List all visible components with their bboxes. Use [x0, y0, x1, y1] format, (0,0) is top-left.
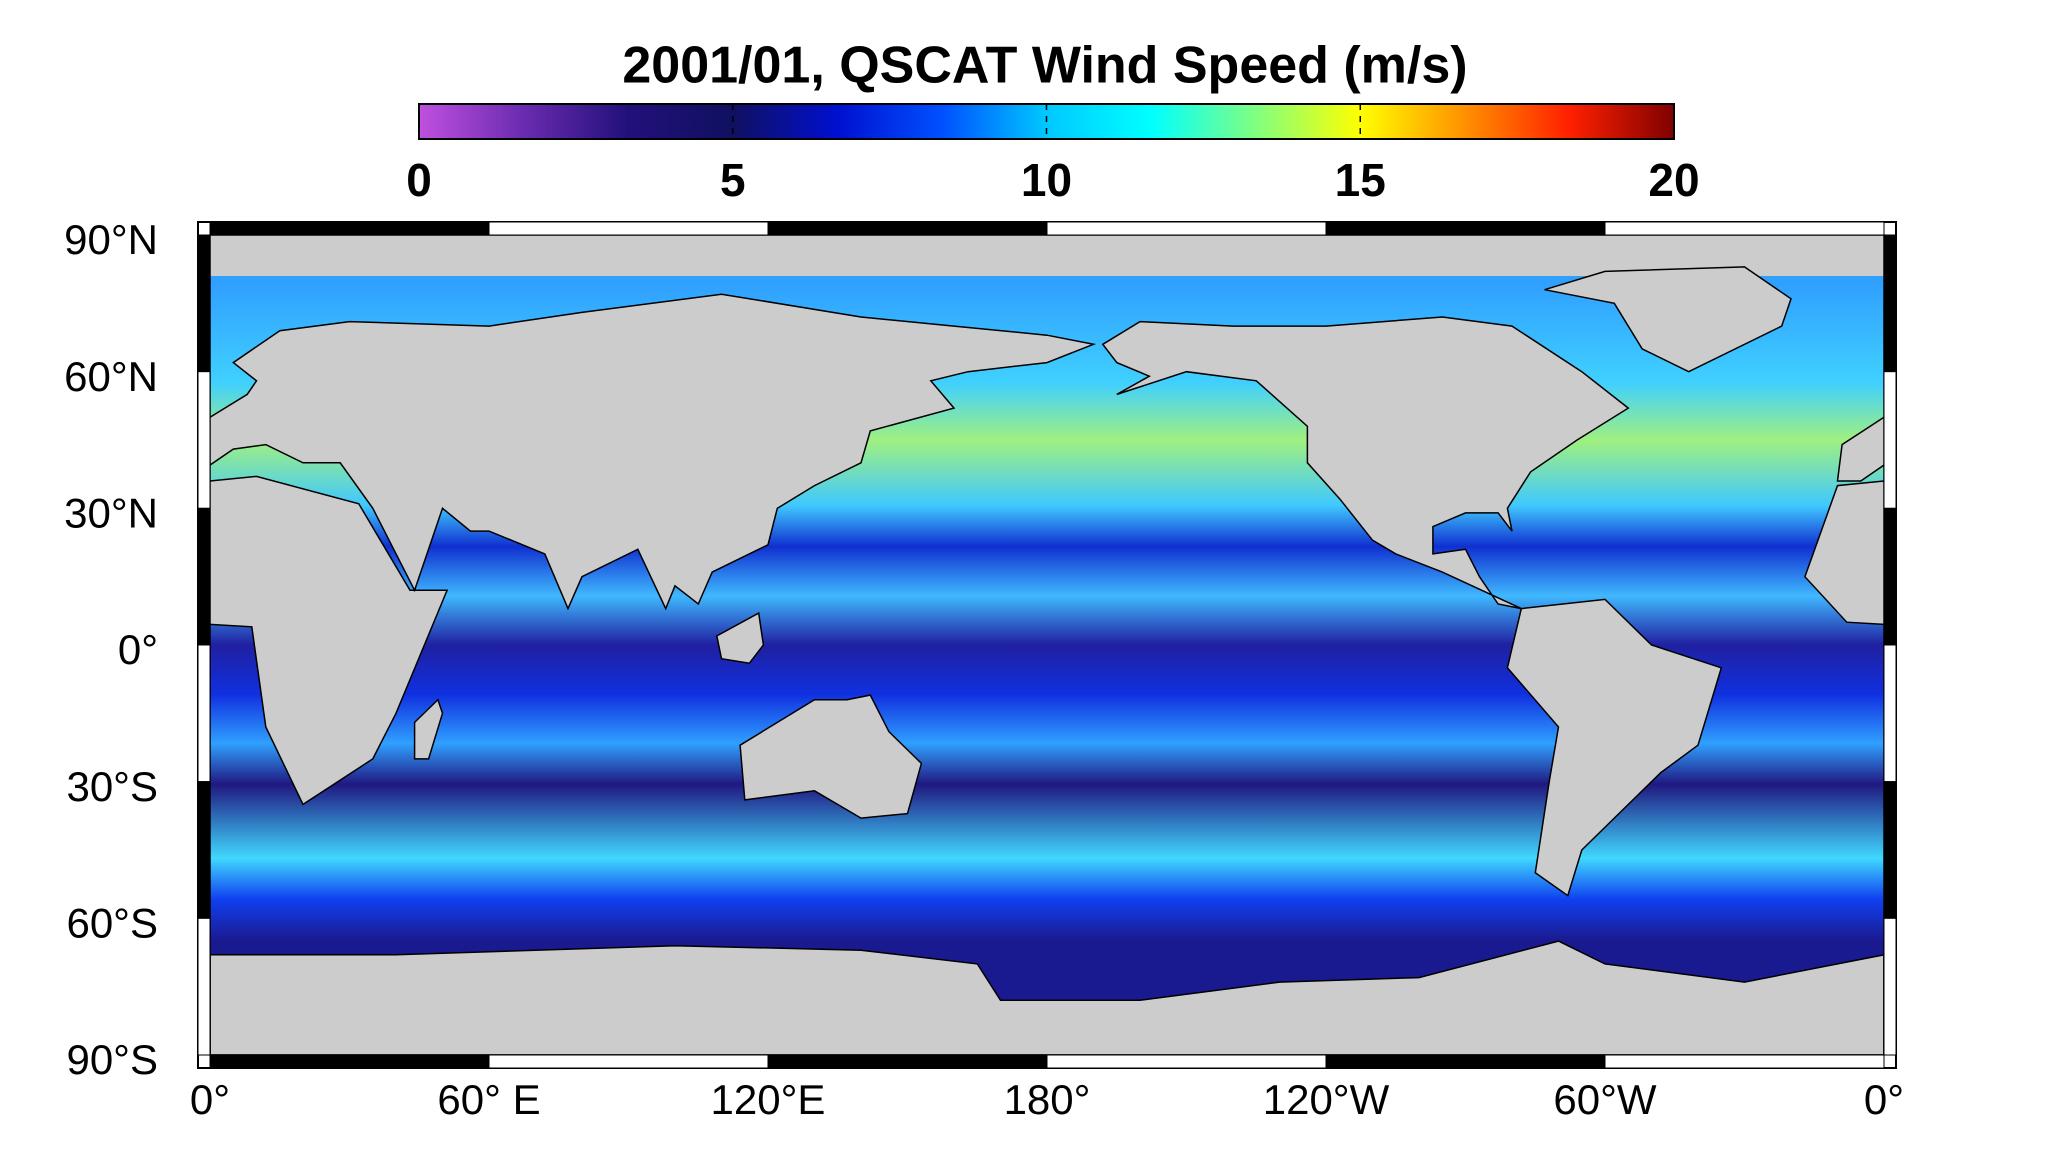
- frame-segment: [1884, 782, 1896, 919]
- frame-segment: [210, 1055, 489, 1068]
- map-content: [0, 235, 2069, 1055]
- antarctica: [1884, 941, 2069, 1055]
- frame-segment: [489, 222, 768, 235]
- lat-label: 60°N: [64, 353, 158, 400]
- lat-label: 30°N: [64, 489, 158, 536]
- lat-label: 90°N: [64, 216, 158, 263]
- frame-segment: [198, 782, 210, 919]
- colorbar: 0 5 10 15 20: [406, 104, 1699, 206]
- lat-label: 60°S: [66, 899, 158, 946]
- frame-segment: [1884, 918, 1896, 1055]
- frame-segment: [1605, 222, 1884, 235]
- colorbar-tick-label: 15: [1335, 154, 1386, 206]
- frame-segment: [1605, 1055, 1884, 1068]
- lon-label: 180°: [1004, 1076, 1091, 1123]
- lat-label: 90°S: [66, 1036, 158, 1083]
- frame-segment: [198, 372, 210, 509]
- frame-segment: [210, 222, 489, 235]
- chart-title: 2001/01, QSCAT Wind Speed (m/s): [622, 37, 1467, 95]
- south-america: [0, 599, 47, 895]
- frame-segment: [198, 508, 210, 645]
- lon-label: 0°: [1864, 1076, 1904, 1123]
- frame-segment: [1326, 222, 1605, 235]
- frame-segment: [1884, 372, 1896, 509]
- colorbar-tick-label: 5: [720, 154, 746, 206]
- frame-segment: [198, 918, 210, 1055]
- colorbar-tick-label: 0: [406, 154, 432, 206]
- frame-segment: [768, 222, 1047, 235]
- colorbar-tick-label: 10: [1021, 154, 1072, 206]
- frame-segment: [1884, 235, 1896, 372]
- frame-segment: [198, 235, 210, 372]
- lon-label: 120°E: [711, 1076, 826, 1123]
- frame-segment: [1326, 1055, 1605, 1068]
- frame-segment: [1884, 508, 1896, 645]
- lon-label: 60°W: [1553, 1076, 1657, 1123]
- lat-label: 0°: [118, 626, 158, 673]
- frame-segment: [1047, 1055, 1326, 1068]
- frame-segment: [198, 645, 210, 782]
- frame-segment: [1047, 222, 1326, 235]
- colorbar-tick-label: 20: [1648, 154, 1699, 206]
- lon-label: 120°W: [1263, 1076, 1390, 1123]
- frame-segment: [1884, 645, 1896, 782]
- frame-segment: [768, 1055, 1047, 1068]
- lon-label: 60° E: [437, 1076, 540, 1123]
- frame-segment: [489, 1055, 768, 1068]
- lat-label: 30°S: [66, 763, 158, 810]
- lon-label: 0°: [190, 1076, 230, 1123]
- map-area: [0, 235, 2069, 1055]
